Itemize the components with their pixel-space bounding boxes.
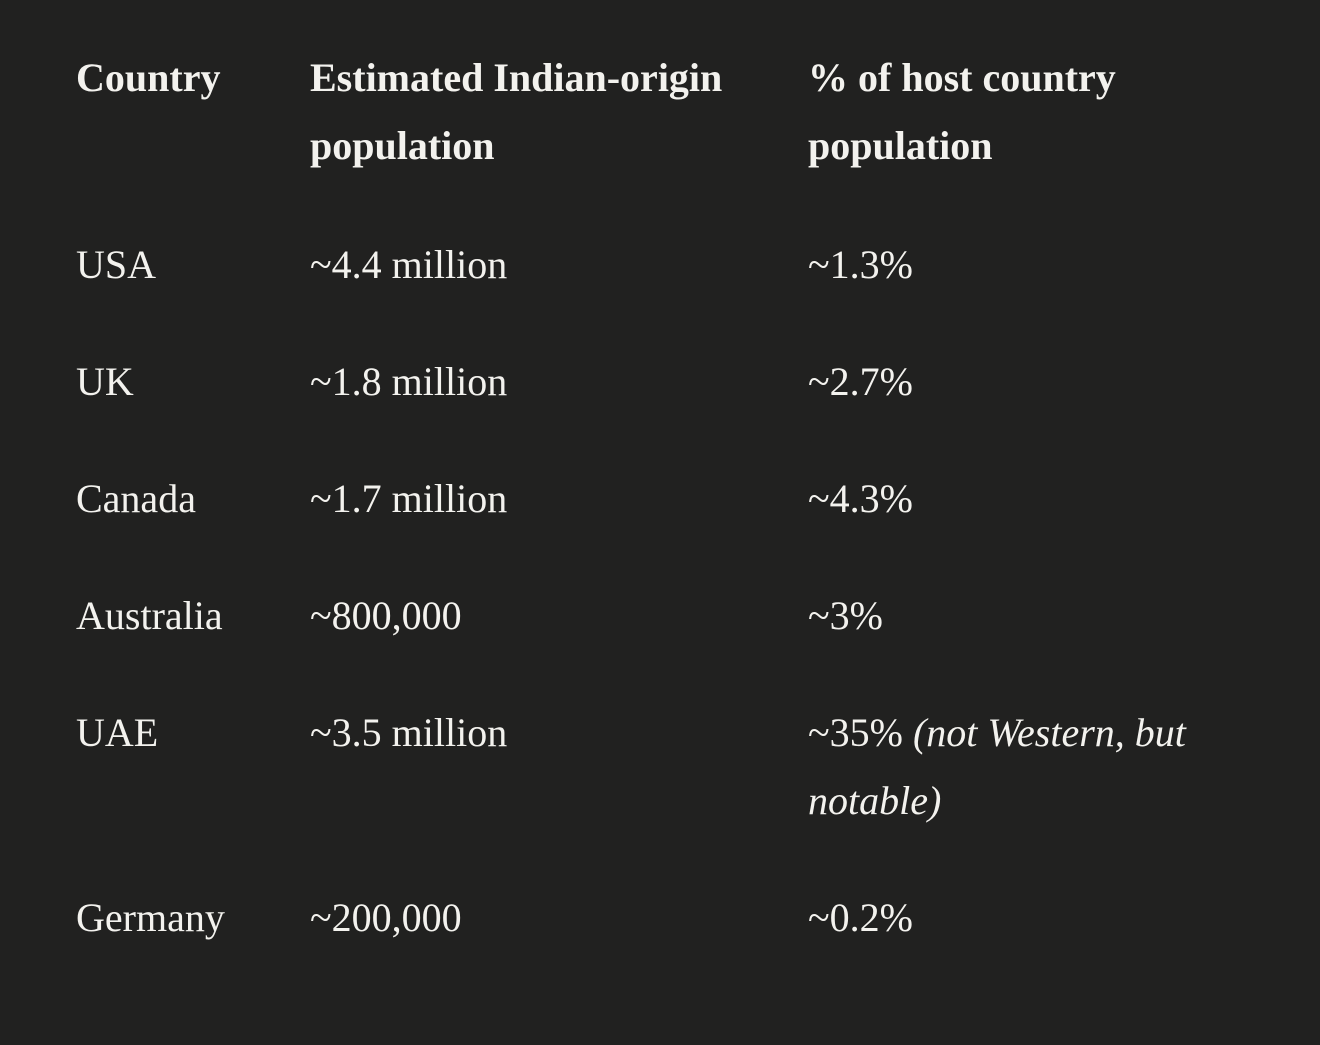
table-cell: ~2.7% [808, 348, 1228, 416]
table-cell: ~3.5 million [310, 710, 508, 755]
cell-value: ~0.2% [808, 895, 913, 940]
table-cell: ~3% [808, 582, 1228, 650]
country-cell: USA [76, 242, 157, 287]
country-cell: UK [76, 359, 134, 404]
data-table: Country Estimated Indian-origin populatio… [76, 44, 1276, 952]
country-cell: UAE [76, 710, 159, 755]
country-cell: Australia [76, 593, 223, 638]
table-cell: ~1.3% [808, 231, 1228, 299]
cell-value: ~35% [808, 710, 903, 755]
table-cell: ~4.4 million [310, 242, 508, 287]
table-cell: ~800,000 [310, 593, 462, 638]
country-cell: Germany [76, 895, 225, 940]
cell-note: (not Western, but notable) [808, 710, 1186, 823]
table-cell: ~200,000 [310, 895, 462, 940]
column-header: Country [76, 55, 221, 100]
table-cell: ~0.2% [808, 884, 1228, 952]
cell-value: ~3% [808, 593, 883, 638]
cell-value: ~4.3% [808, 476, 913, 521]
table-cell: ~1.7 million [310, 476, 508, 521]
column-header: % of host country population [808, 55, 1116, 168]
table-cell: ~1.8 million [310, 359, 508, 404]
country-cell: Canada [76, 476, 196, 521]
table-cell: ~35% (not Western, but notable) [808, 699, 1228, 835]
column-header: Estimated Indian-origin population [310, 55, 723, 168]
cell-value: ~2.7% [808, 359, 913, 404]
table-cell: ~4.3% [808, 465, 1228, 533]
cell-value: ~1.3% [808, 242, 913, 287]
